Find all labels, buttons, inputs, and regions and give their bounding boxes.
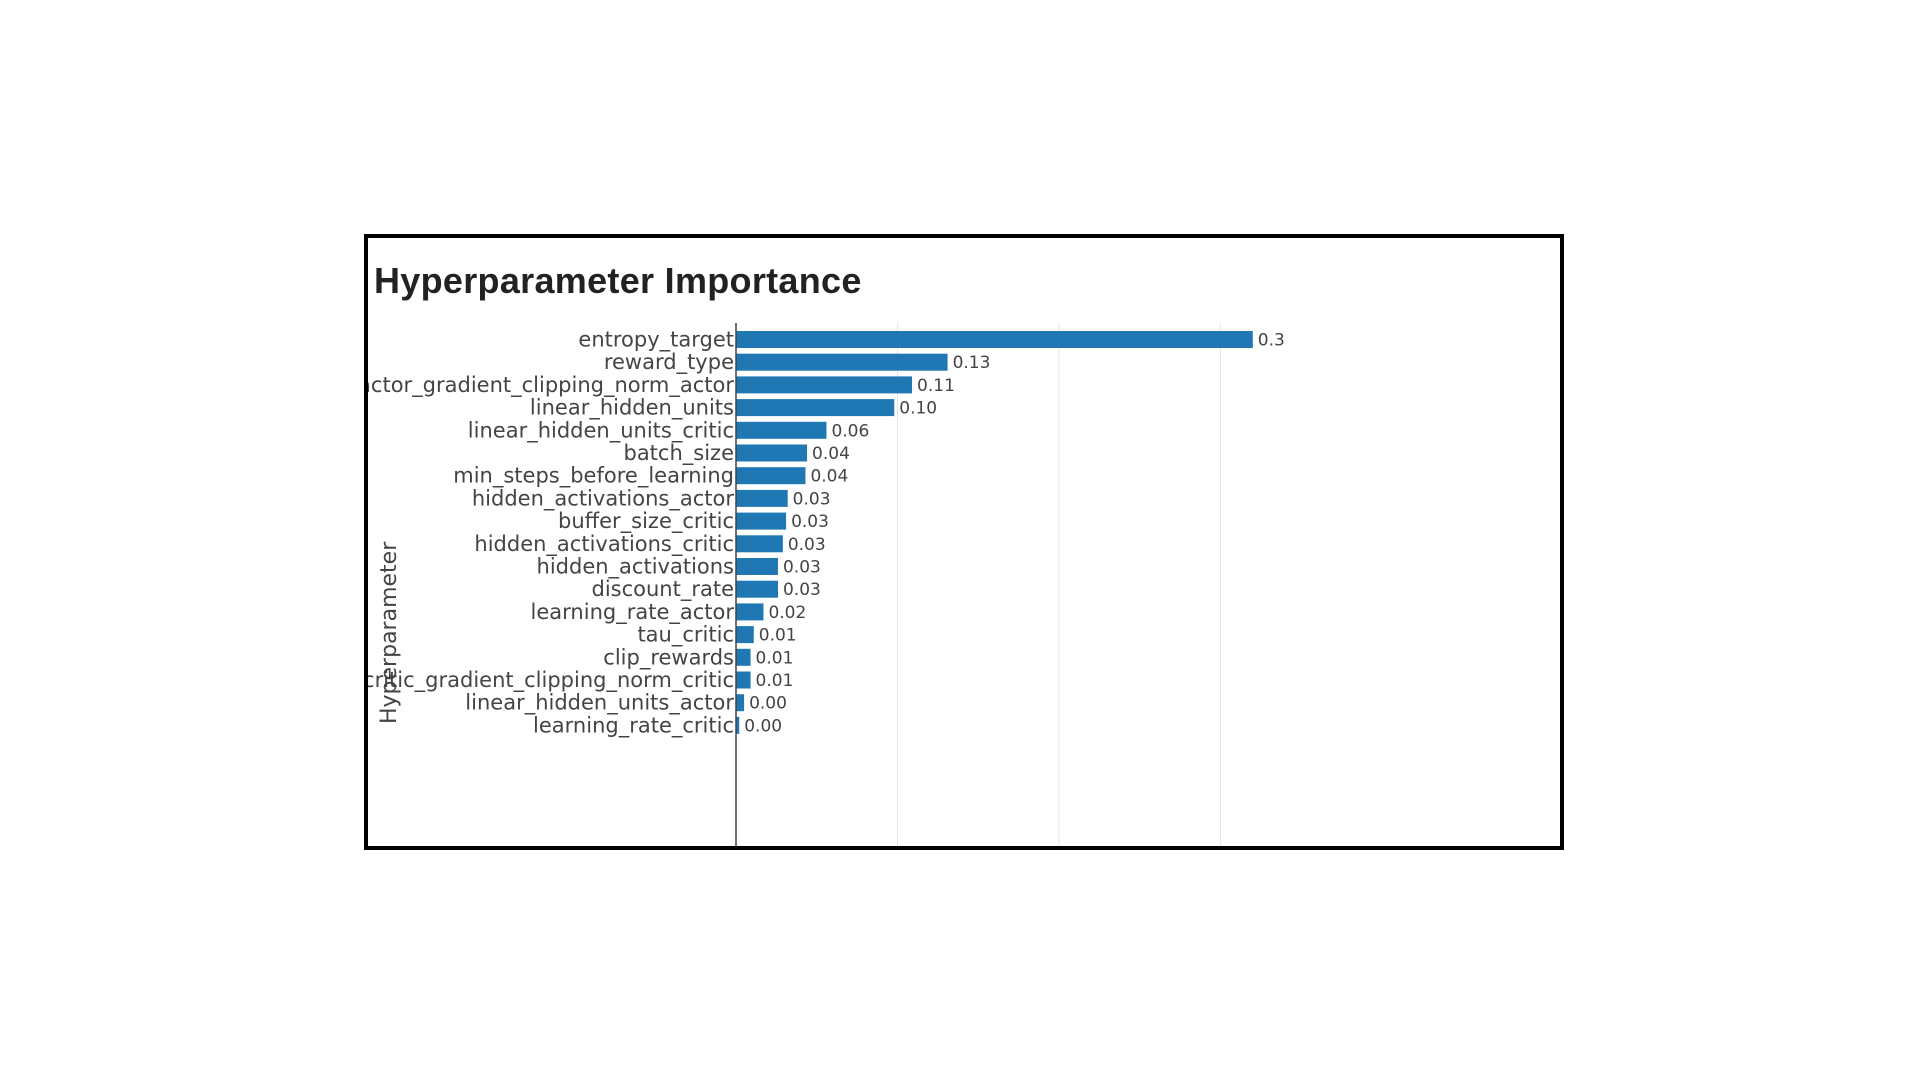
category-label: hidden_activations_critic: [474, 532, 734, 557]
category-label: learning_rate_critic: [533, 713, 734, 738]
bar-hidden_activations_actor: [736, 489, 788, 507]
labels-layer: entropy_target 0.3 reward_type 0.13 actor_gr…: [368, 328, 1285, 739]
value-label: 0.03: [791, 512, 829, 532]
value-label: 0.00: [744, 716, 782, 736]
bar-hidden_activations_critic: [736, 535, 783, 553]
grid-layer: [897, 323, 1221, 846]
category-label: critic_gradient_clipping_norm_critic: [368, 668, 734, 693]
value-label: 0.01: [756, 671, 794, 691]
category-label: learning_rate_actor: [531, 600, 735, 625]
category-label: tau_critic: [637, 623, 734, 648]
bar-learning_rate_actor: [736, 603, 764, 621]
bar-discount_rate: [736, 580, 778, 598]
value-label: 0.00: [749, 694, 787, 714]
category-label: reward_type: [604, 350, 734, 375]
value-label: 0.11: [917, 376, 955, 396]
value-label: 0.03: [793, 489, 831, 509]
value-label: 0.3: [1258, 331, 1285, 351]
category-label: entropy_target: [578, 328, 734, 353]
value-label: 0.04: [812, 444, 850, 464]
value-label: 0.03: [783, 558, 821, 578]
value-label: 0.02: [768, 603, 806, 623]
chart-frame: Hyperparameter Importance entropy_target…: [364, 234, 1564, 850]
category-label: actor_gradient_clipping_norm_actor: [368, 373, 734, 398]
category-label: min_steps_before_learning: [453, 464, 734, 489]
category-label: hidden_activations_actor: [472, 486, 734, 511]
bar-learning_rate_critic: [736, 716, 740, 734]
bar-min_steps_before_learning: [736, 467, 806, 485]
category-label: linear_hidden_units: [530, 396, 734, 421]
value-label: 0.06: [831, 421, 869, 441]
bar-critic_gradient_clipping_norm_critic: [736, 671, 751, 689]
category-label: batch_size: [623, 441, 734, 466]
bar-hidden_activations: [736, 558, 778, 575]
bar-reward_type: [736, 353, 948, 371]
bar-linear_hidden_units_actor: [736, 694, 745, 712]
bar-batch_size: [736, 444, 808, 462]
value-label: 0.10: [899, 399, 937, 419]
chart-title: Hyperparameter Importance: [374, 260, 862, 301]
value-label: 0.03: [788, 535, 826, 555]
bar-clip_rewards: [736, 648, 751, 666]
bar-buffer_size_critic: [736, 512, 787, 530]
value-label: 0.01: [759, 626, 797, 646]
value-label: 0.04: [810, 467, 848, 487]
bar-entropy_target: [736, 331, 1253, 348]
bars-layer: [736, 331, 1253, 734]
category-label: clip_rewards: [603, 645, 734, 670]
bar-tau_critic: [736, 626, 754, 644]
category-label: buffer_size_critic: [558, 509, 734, 534]
bar-linear_hidden_units_critic: [736, 421, 827, 439]
bar-chart: entropy_target 0.3 reward_type 0.13 actor_gr…: [368, 323, 1285, 846]
y-axis-label: Hyperparameter: [377, 541, 402, 724]
category-label: discount_rate: [591, 577, 734, 602]
value-label: 0.13: [953, 353, 991, 373]
bar-actor_gradient_clipping_norm_actor: [736, 376, 913, 394]
category-label: linear_hidden_units_actor: [465, 691, 734, 716]
category-label: linear_hidden_units_critic: [468, 418, 734, 443]
category-label: hidden_activations: [537, 555, 734, 580]
value-label: 0.03: [783, 580, 821, 600]
value-label: 0.01: [756, 648, 794, 668]
bar-linear_hidden_units: [736, 399, 895, 417]
